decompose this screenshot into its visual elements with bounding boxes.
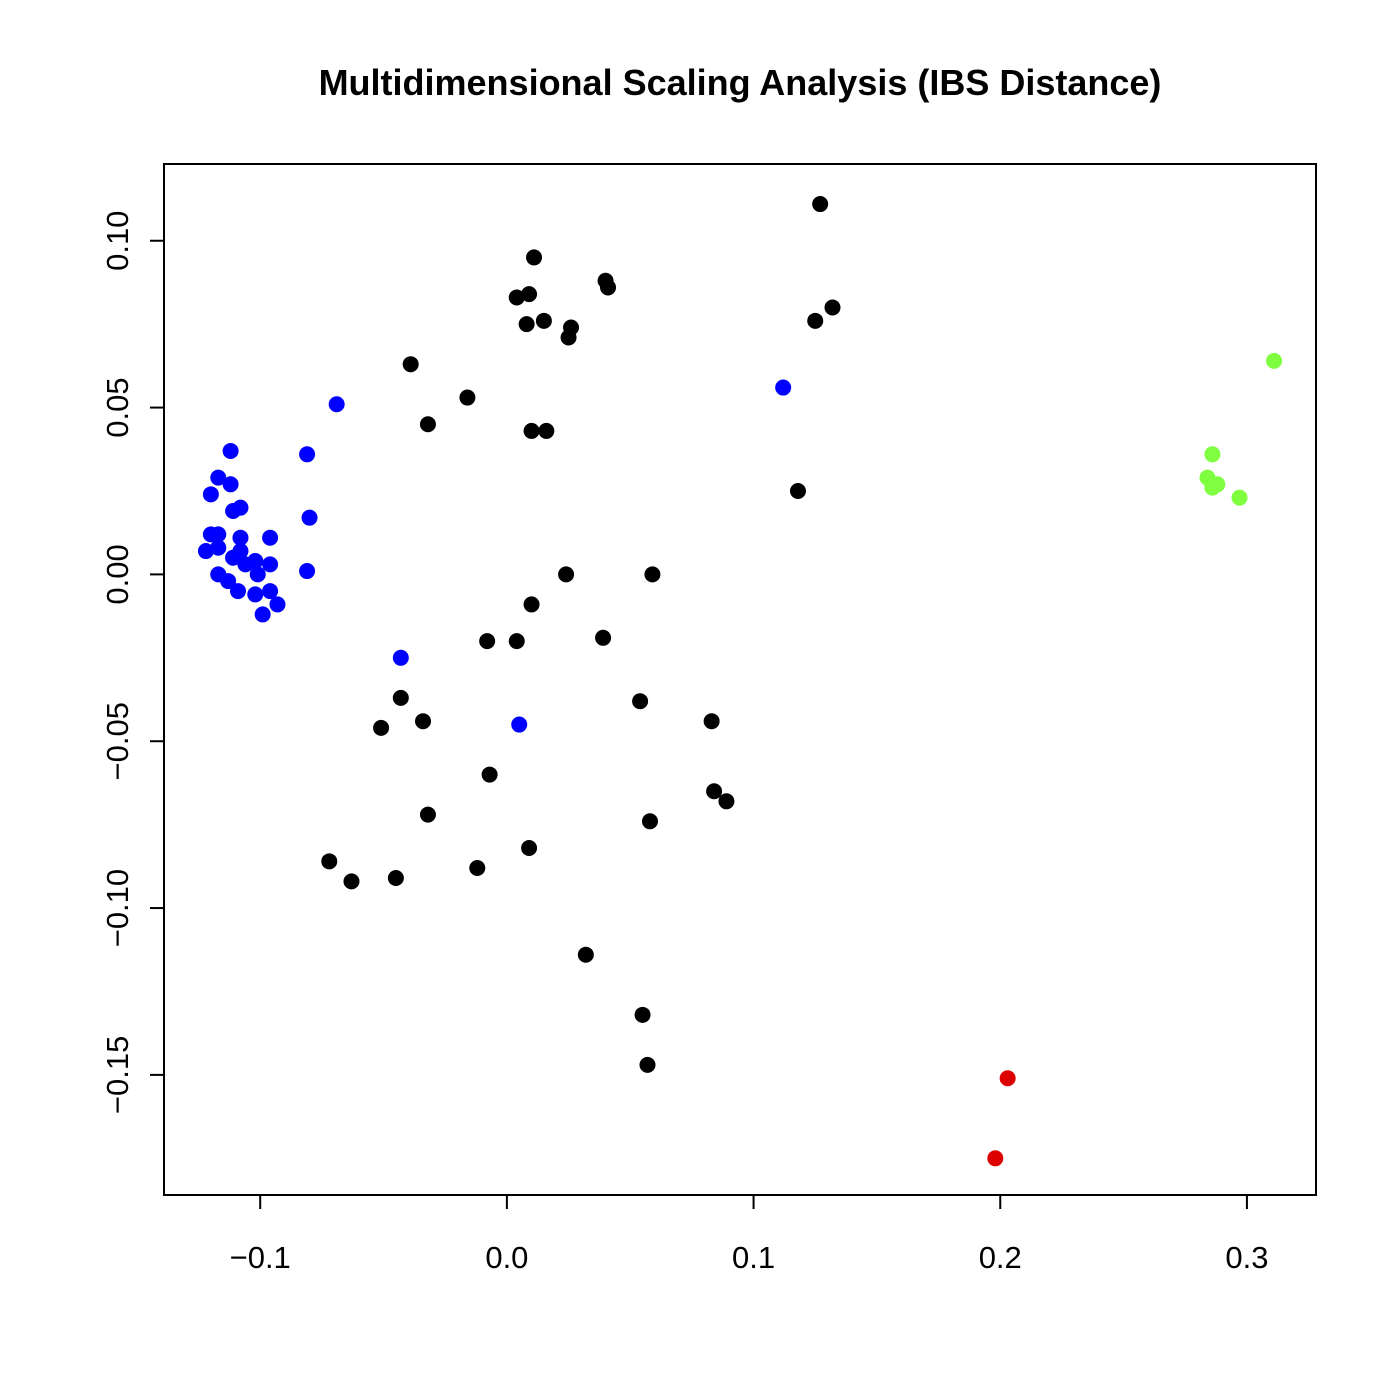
data-point bbox=[225, 503, 242, 520]
data-point bbox=[222, 442, 239, 459]
data-point bbox=[222, 476, 239, 493]
data-point bbox=[703, 713, 720, 730]
data-point bbox=[392, 649, 409, 666]
x-tick-label: 0.1 bbox=[732, 1240, 775, 1275]
data-point bbox=[225, 549, 242, 566]
data-point bbox=[508, 289, 525, 306]
y-tick-label: −0.10 bbox=[100, 869, 135, 947]
data-point bbox=[526, 249, 543, 266]
data-point bbox=[538, 422, 555, 439]
data-point bbox=[299, 563, 316, 580]
data-point bbox=[269, 596, 286, 613]
data-point bbox=[220, 573, 237, 590]
y-tick-label: 0.00 bbox=[100, 544, 135, 604]
data-point bbox=[523, 596, 540, 613]
data-point bbox=[232, 529, 249, 546]
data-point bbox=[634, 1006, 651, 1023]
data-point bbox=[373, 719, 390, 736]
data-point bbox=[595, 629, 612, 646]
data-point bbox=[419, 806, 436, 823]
data-point bbox=[706, 783, 723, 800]
data-point bbox=[262, 583, 279, 600]
data-point bbox=[249, 566, 266, 583]
data-point bbox=[202, 486, 219, 503]
x-tick-label: −0.1 bbox=[230, 1240, 291, 1275]
data-point bbox=[600, 279, 617, 296]
data-point bbox=[511, 716, 528, 733]
x-tick-label: 0.3 bbox=[1225, 1240, 1268, 1275]
data-point bbox=[469, 860, 486, 877]
data-point bbox=[1231, 489, 1248, 506]
x-tick-label: 0.2 bbox=[979, 1240, 1022, 1275]
data-point bbox=[459, 389, 476, 406]
y-tick-label: 0.10 bbox=[100, 211, 135, 271]
data-point bbox=[262, 556, 279, 573]
data-point bbox=[301, 509, 318, 526]
data-point bbox=[415, 713, 432, 730]
data-point bbox=[523, 422, 540, 439]
data-points bbox=[197, 196, 1283, 1167]
data-point bbox=[632, 693, 649, 710]
y-tick-label: −0.05 bbox=[100, 702, 135, 780]
x-tick-label: 0.0 bbox=[485, 1240, 528, 1275]
data-point bbox=[560, 329, 577, 346]
data-point bbox=[1204, 446, 1221, 463]
data-point bbox=[321, 853, 338, 870]
data-point bbox=[508, 633, 525, 650]
data-point bbox=[402, 356, 419, 373]
data-point bbox=[789, 482, 806, 499]
data-point bbox=[775, 379, 792, 396]
plot-frame bbox=[163, 163, 1317, 1196]
data-point bbox=[824, 299, 841, 316]
data-point bbox=[641, 813, 658, 830]
data-point bbox=[558, 566, 575, 583]
data-point bbox=[1204, 479, 1221, 496]
data-point bbox=[254, 606, 271, 623]
data-point bbox=[419, 416, 436, 433]
data-point bbox=[247, 586, 264, 603]
data-point bbox=[535, 312, 552, 329]
chart-title: Multidimensional Scaling Analysis (IBS D… bbox=[319, 62, 1162, 103]
data-point bbox=[328, 396, 345, 413]
data-point bbox=[237, 556, 254, 573]
data-point bbox=[521, 286, 538, 303]
data-point bbox=[197, 543, 214, 560]
y-tick-label: −0.15 bbox=[100, 1036, 135, 1114]
data-point bbox=[518, 316, 535, 333]
data-point bbox=[481, 766, 498, 783]
data-point bbox=[479, 633, 496, 650]
data-point bbox=[387, 870, 404, 887]
data-point bbox=[644, 566, 661, 583]
data-point bbox=[299, 446, 316, 463]
data-point bbox=[812, 196, 829, 213]
data-point bbox=[987, 1150, 1004, 1167]
data-point bbox=[807, 312, 824, 329]
y-tick-label: 0.05 bbox=[100, 377, 135, 437]
data-point bbox=[262, 529, 279, 546]
data-point bbox=[343, 873, 360, 890]
data-point bbox=[392, 689, 409, 706]
data-point bbox=[210, 526, 227, 543]
y-axis: −0.15 −0.10 −0.05 0.00 0.05 0.10 bbox=[100, 211, 165, 1114]
data-point bbox=[1266, 352, 1283, 369]
data-point bbox=[577, 946, 594, 963]
data-point bbox=[639, 1056, 656, 1073]
data-point bbox=[718, 793, 735, 810]
data-point bbox=[210, 469, 227, 486]
data-point bbox=[210, 539, 227, 556]
data-point bbox=[999, 1070, 1016, 1087]
data-point bbox=[230, 583, 247, 600]
data-point bbox=[521, 839, 538, 856]
x-axis: −0.1 0.0 0.1 0.2 0.3 bbox=[230, 1194, 1268, 1275]
